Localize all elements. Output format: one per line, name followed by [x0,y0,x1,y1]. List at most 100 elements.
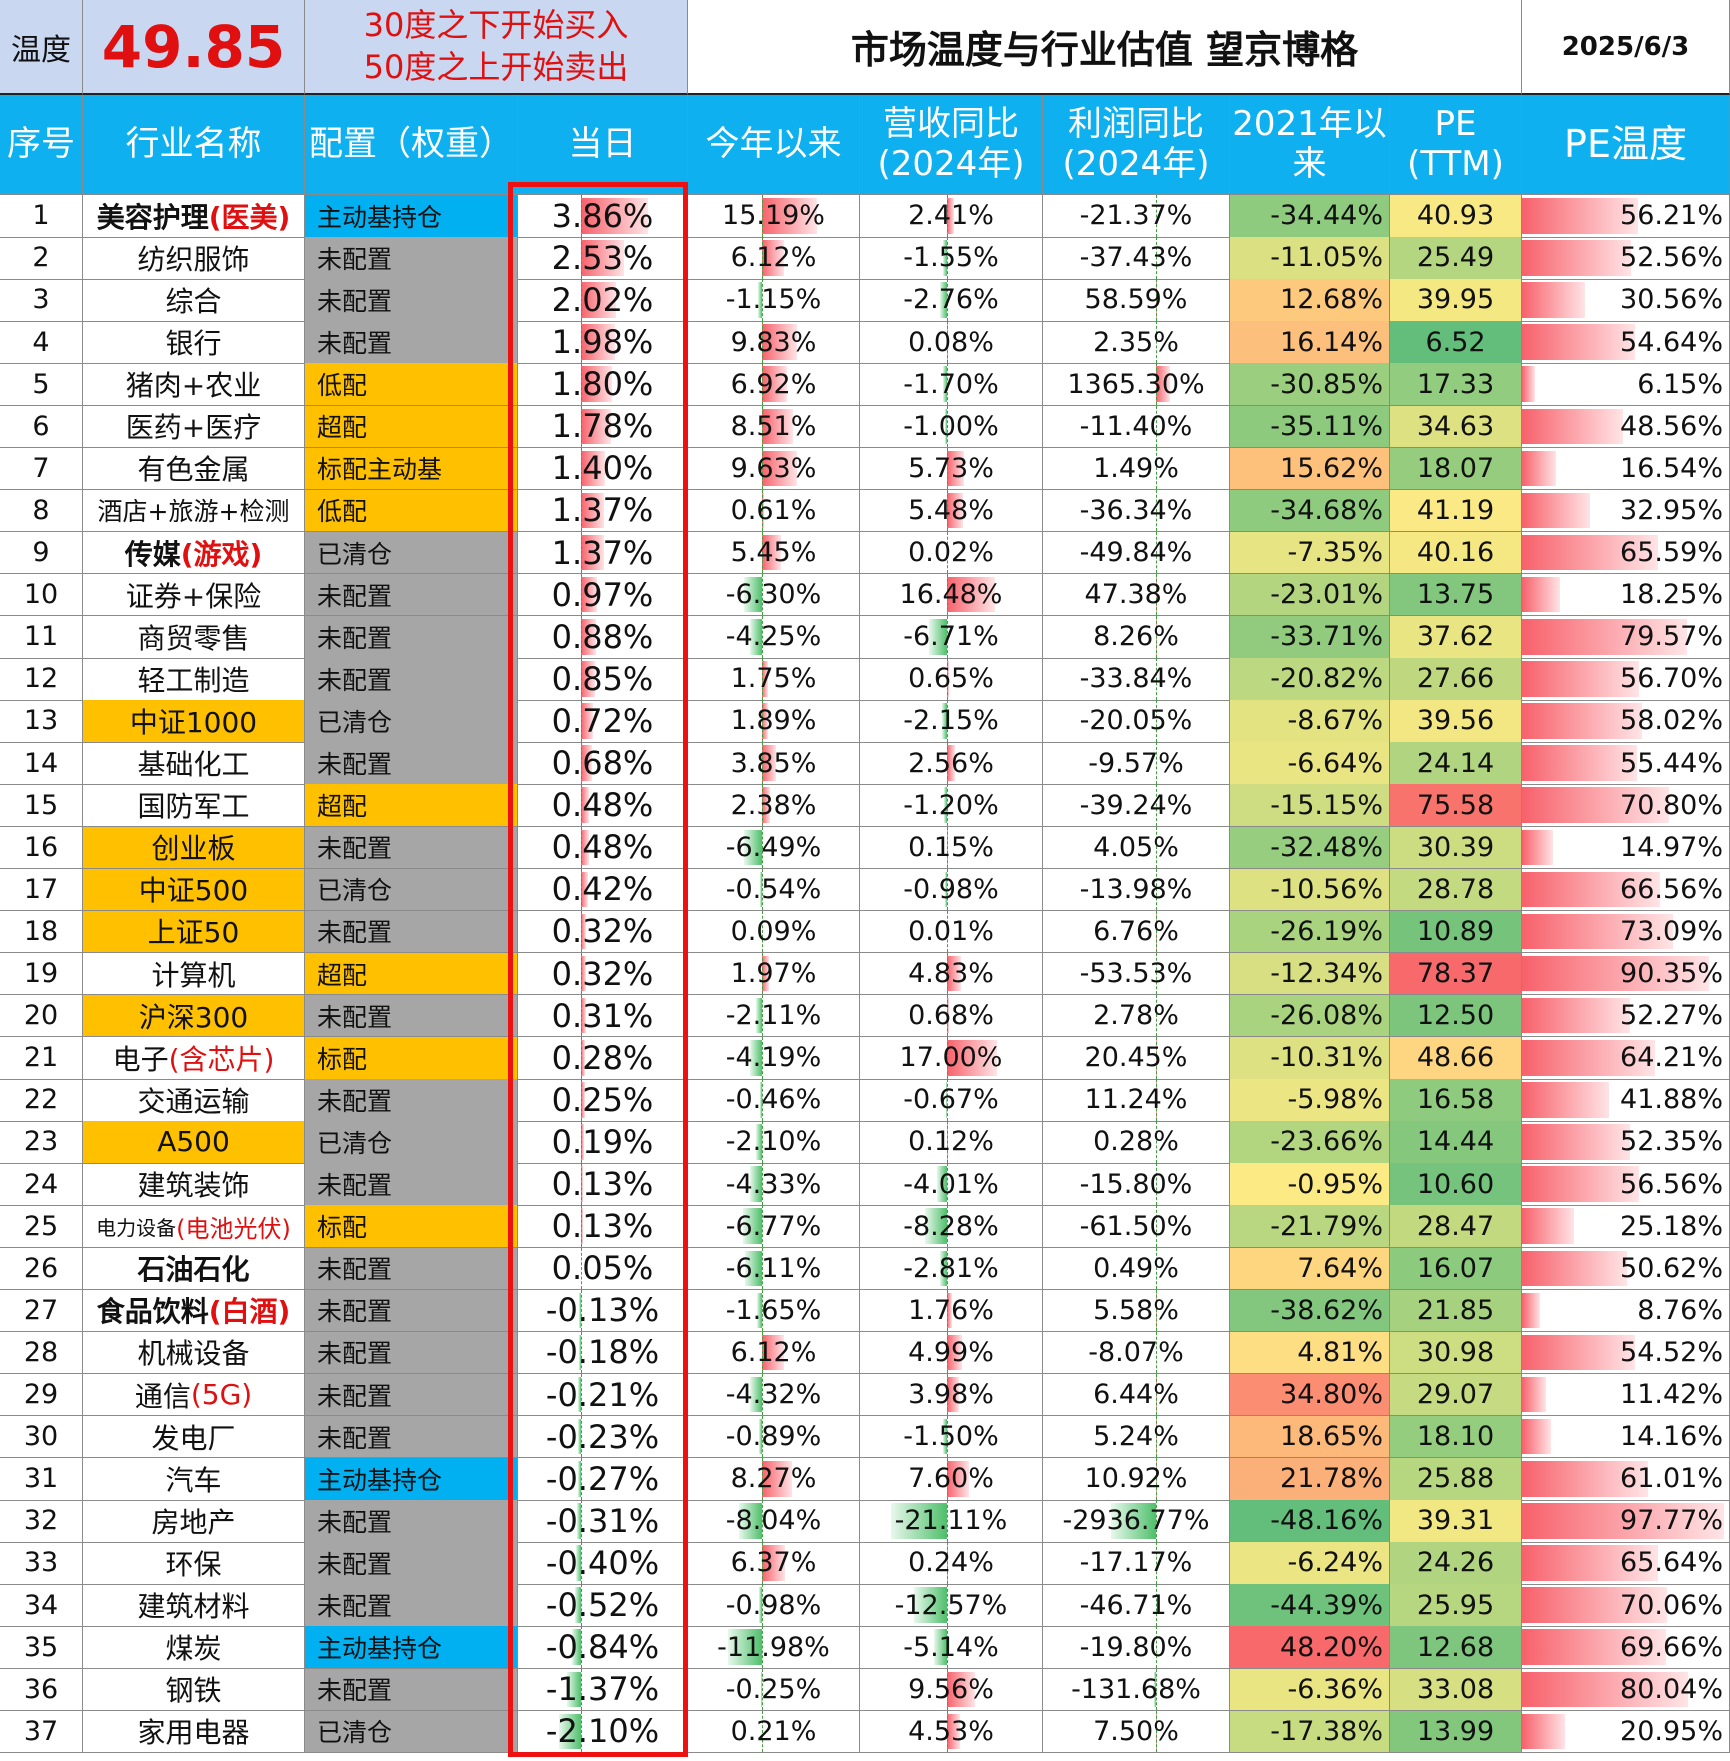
ytd-change-bar [761,198,818,234]
profit-yoy-bar-track [1043,1121,1229,1163]
profit-yoy: 7.50% [1043,1710,1230,1754]
since-2021-text: -26.08% [1270,1000,1383,1032]
revenue-yoy-bar-track [860,868,1042,911]
industry-name-text: 酒店+旅游+检测 [97,497,290,527]
profit-yoy: 6.44% [1043,1373,1230,1417]
pe-temperature-bar [1522,366,1535,402]
today-change-bar [578,1334,581,1371]
revenue-yoy-bar-track [860,573,1042,616]
today-change: 0.13% [518,1163,688,1206]
profit-yoy: 47.38% [1043,573,1230,617]
allocation-text: 未配置 [317,1423,393,1453]
today-change: 3.86% [518,195,688,238]
today-change-bar-axis [580,1710,582,1753]
row-number-text: 13 [23,705,59,737]
today-change-bar-track [518,868,687,911]
since-2021-text: 15.62% [1280,452,1383,484]
ytd-change: -11.98% [688,1626,860,1669]
ytd-change-bar-axis [761,1668,763,1711]
ytd-change-text: 6.12% [730,242,817,274]
revenue-yoy-text: -2.81% [903,1252,999,1284]
revenue-yoy-bar [947,1334,962,1371]
pe-temperature-text: 20.95% [1620,1715,1723,1747]
row-number: 2 [0,237,83,280]
profit-yoy-bar-axis [1156,1373,1158,1416]
industry-name-text: 通信 [134,1379,191,1413]
industry-name: 酒店+旅游+检测 [83,489,305,533]
revenue-yoy-bar [939,1250,948,1287]
row-number-text: 1 [32,200,50,232]
profit-yoy-text: -9.57% [1088,747,1184,779]
row-number-text: 37 [23,1715,59,1747]
ytd-change: 8.27% [688,1458,860,1501]
ytd-change: -4.33% [688,1163,860,1206]
profit-yoy-bar-axis [1156,1163,1158,1205]
allocation-text: 低配 [317,371,368,401]
revenue-yoy-bar-axis [947,1542,949,1584]
profit-yoy-bar [1155,240,1157,276]
today-change-bar-track [518,826,687,869]
revenue-yoy: -1.00% [860,405,1043,449]
pe-temperature-track [1522,532,1729,574]
today-change-bar-track [518,616,687,658]
since-2021-change: -33.71% [1230,616,1390,659]
pe-ttm: 30.39 [1390,826,1522,870]
pe-temperature: 66.56% [1522,868,1730,912]
today-change-bar-axis [580,1079,582,1121]
profit-yoy-bar-axis [1156,1584,1158,1626]
revenue-yoy-bar [947,1461,970,1497]
pe-ttm-text: 28.78 [1416,873,1495,905]
ytd-change-text: 6.12% [730,1336,817,1368]
revenue-yoy-bar-axis [947,1373,949,1416]
revenue-yoy-bar-axis [947,868,949,911]
ytd-change-text: -6.11% [725,1252,822,1284]
pe-ttm-text: 24.26 [1416,1547,1495,1579]
industry-name-text: 有色金属 [137,453,250,487]
revenue-yoy-bar [944,871,948,908]
ytd-change-bar-axis [761,1247,763,1290]
ytd-change-bar-axis [761,868,763,911]
profit-yoy: -13.98% [1043,868,1230,912]
pe-temperature: 56.21% [1522,195,1730,238]
profit-yoy-bar-axis [1156,658,1158,700]
revenue-yoy-text: 0.08% [908,326,994,358]
row-number: 37 [0,1710,83,1754]
profit-yoy-bar-track [1043,616,1229,658]
today-change-bar-track [518,1121,687,1163]
ytd-change-text: 6.37% [730,1547,817,1579]
row-number: 33 [0,1542,83,1585]
today-change: 1.78% [518,405,688,449]
ytd-change-bar-axis [761,237,763,279]
pe-ttm-text: 27.66 [1416,663,1495,695]
industry-name: 商贸零售 [83,616,305,659]
today-change-bar-axis [580,195,582,237]
revenue-yoy-bar [890,1503,948,1539]
profit-yoy-text: 1365.30% [1067,368,1205,400]
today-change-text: 1.98% [551,323,654,362]
industry-name-text: 证券+保险 [125,579,262,613]
revenue-yoy-bar [943,240,948,276]
ytd-change-bar-axis [761,1415,763,1458]
pe-temperature: 61.01% [1522,1458,1730,1501]
profit-yoy-bar-track [1043,195,1229,237]
today-change-bar [580,324,615,360]
revenue-yoy: 3.98% [860,1373,1043,1417]
revenue-yoy: 0.24% [860,1542,1043,1585]
industry-name: 基础化工 [83,742,305,785]
allocation-cell: 低配 [305,489,518,533]
today-change-bar-axis [580,952,582,995]
pe-temperature-bar [1522,871,1660,908]
revenue-yoy-text: 5.73% [908,452,994,484]
pe-ttm-text: 13.99 [1416,1715,1495,1747]
ytd-change-text: -4.25% [725,621,822,653]
today-change-bar-track [518,1500,687,1542]
revenue-yoy: 5.48% [860,489,1043,533]
profit-yoy-bar-track [1043,1247,1229,1290]
allocation-cell: 未配置 [305,573,518,617]
profit-yoy: 0.28% [1043,1121,1230,1164]
ytd-change-bar-axis [761,363,763,405]
ytd-change-bar [728,1629,762,1665]
allocation-text: 未配置 [317,1255,393,1285]
ytd-change: -4.32% [688,1373,860,1417]
since-2021-text: -10.56% [1270,873,1383,905]
